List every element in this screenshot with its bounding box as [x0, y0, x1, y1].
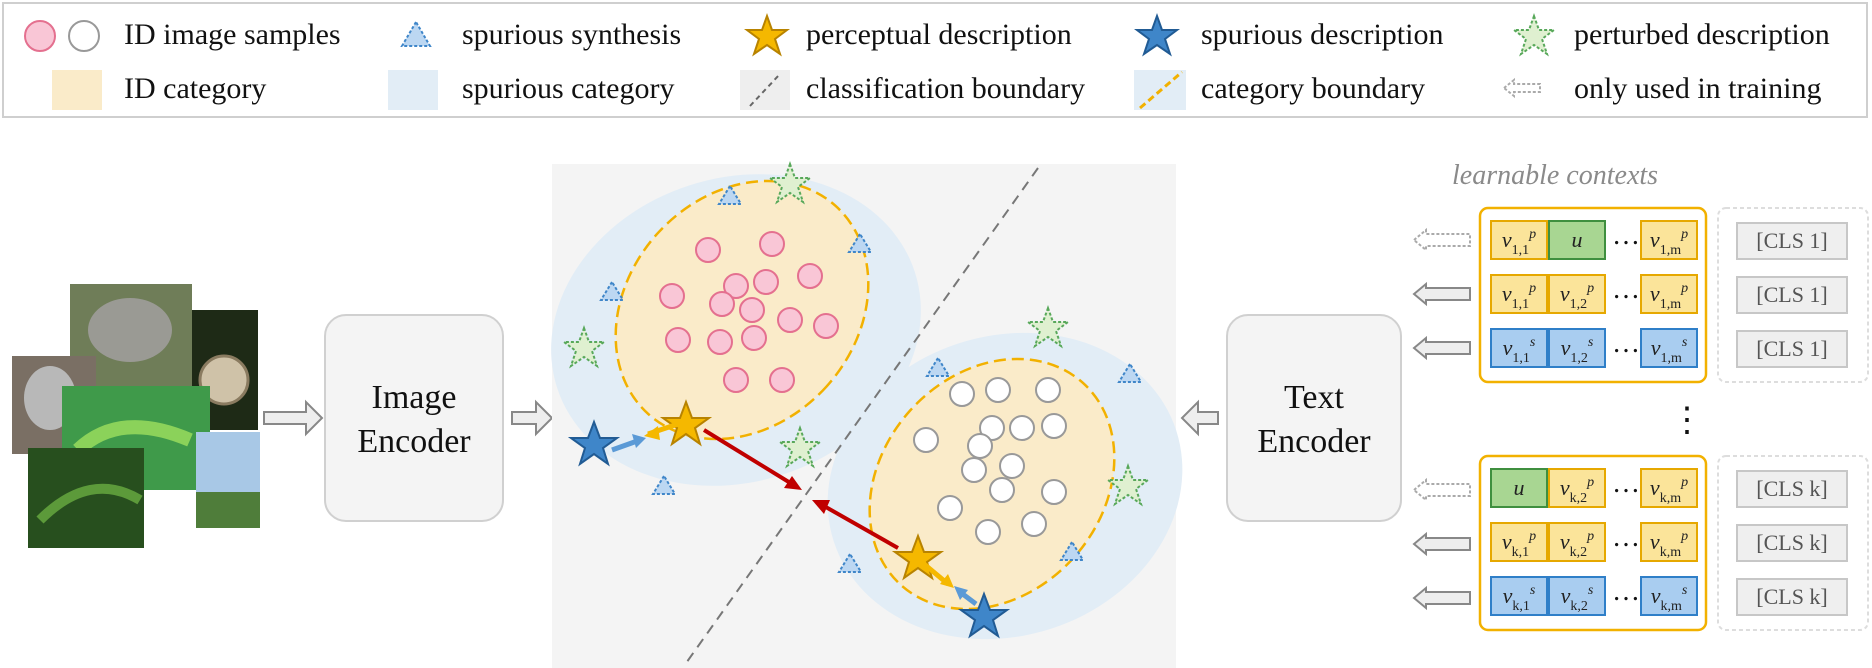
white-circle-icon	[68, 20, 100, 52]
blue-star-icon	[1134, 13, 1180, 57]
legend: ID image samples spurious synthesis perc…	[2, 2, 1868, 118]
legend-id-samples: ID image samples	[124, 18, 341, 51]
image-encoder: Image Encoder	[324, 314, 504, 522]
gold-star-icon	[744, 13, 790, 57]
context-token: v1,mp	[1640, 274, 1698, 314]
spurious-star-bottom	[957, 591, 1011, 639]
text-encoder-label-line1: Text	[1284, 379, 1344, 416]
dashed-arrow-icon	[1412, 227, 1471, 253]
perturbed-descriptions	[561, 161, 1151, 507]
cls-token: [CLS 1]	[1736, 330, 1848, 368]
spurious-context-token: vk,1s	[1490, 576, 1548, 616]
spurious-category-swatch	[388, 70, 438, 110]
dashed-arrow-icon	[1502, 77, 1541, 99]
cls-group-1	[1717, 207, 1869, 383]
context-token: v1,1p	[1490, 274, 1548, 314]
legend-perturbed-description: perturbed description	[1574, 18, 1830, 51]
image-encoder-label-line2: Encoder	[357, 423, 471, 460]
triangle-icon	[400, 20, 432, 47]
ellipsis: …	[1612, 274, 1640, 305]
hollow-arrow-icon	[1180, 399, 1219, 437]
perturbation-token: u	[1490, 468, 1548, 508]
learnable-contexts-label: learnable contexts	[1452, 160, 1659, 191]
hollow-arrow-icon	[263, 399, 324, 437]
prompt-arrows	[1412, 227, 1471, 611]
ellipsis: …	[1612, 328, 1640, 359]
spurious-star-top	[567, 419, 621, 467]
cls-token: [CLS k]	[1736, 470, 1848, 508]
legend-symbols	[24, 13, 1557, 110]
legend-perceptual-description: perceptual description	[806, 18, 1072, 51]
classification-boundary-icon	[749, 73, 781, 107]
cls-token: [CLS 1]	[1736, 276, 1848, 314]
prompt-group-1	[1478, 206, 1708, 384]
cls-token: [CLS 1]	[1736, 222, 1848, 260]
repel-arrow-bottom	[823, 504, 899, 550]
id-samples-bottom	[913, 377, 1067, 545]
ellipsis: …	[1612, 220, 1640, 251]
cls-token: [CLS k]	[1736, 524, 1848, 562]
legend-spurious-description: spurious description	[1201, 18, 1444, 51]
image-encoder-label-line1: Image	[371, 379, 457, 416]
cls-token: [CLS k]	[1736, 578, 1848, 616]
context-token: vk,1p	[1490, 522, 1548, 562]
pink-circle-icon	[24, 20, 56, 52]
vertical-ellipsis: ⋮	[1670, 402, 1704, 439]
ellipsis: …	[1612, 468, 1640, 499]
dashed-arrow-icon	[1412, 477, 1471, 503]
spurious-context-token: vk,2s	[1548, 576, 1606, 616]
spurious-syntheses	[599, 184, 1143, 573]
cls-group-k	[1717, 455, 1869, 631]
context-token: v1,mp	[1640, 220, 1698, 260]
ellipsis: …	[1612, 576, 1640, 607]
spurious-context-token: vk,ms	[1640, 576, 1698, 616]
spurious-context-token: v1,ms	[1640, 328, 1698, 368]
repel-arrow-top	[702, 428, 794, 486]
context-token: vk,2p	[1548, 468, 1606, 508]
context-token: v1,1p	[1490, 220, 1548, 260]
hollow-arrow-icon	[1412, 585, 1471, 611]
legend-category-boundary: category boundary	[1201, 72, 1426, 105]
image-samples	[12, 284, 260, 548]
text-encoder: Text Encoder	[1226, 314, 1402, 522]
green-star-icon	[1511, 13, 1557, 57]
id-samples-top	[659, 231, 839, 393]
hollow-arrow-icon	[1412, 281, 1471, 307]
context-token: vk,2p	[1548, 522, 1606, 562]
legend-classification-boundary: classification boundary	[806, 72, 1086, 105]
legend-only-used-in-training: only used in training	[1574, 72, 1822, 105]
text-encoder-label-line2: Encoder	[1257, 423, 1371, 460]
perturbation-token: u	[1548, 220, 1606, 260]
category-boundary-icon	[1139, 70, 1183, 110]
legend-spurious-synthesis: spurious synthesis	[462, 18, 682, 51]
context-token: v1,2p	[1548, 274, 1606, 314]
perceptual-star-bottom	[891, 533, 945, 581]
spurious-context-token: v1,1s	[1490, 328, 1548, 368]
prompt-group-k	[1478, 454, 1708, 632]
context-token: vk,mp	[1640, 468, 1698, 508]
legend-spurious-category: spurious category	[462, 72, 675, 105]
hollow-arrow-icon	[1412, 531, 1471, 557]
hollow-arrow-icon	[511, 399, 554, 437]
hollow-arrow-icon	[1412, 335, 1471, 361]
perceptual-star-top	[659, 399, 713, 447]
legend-id-category: ID category	[124, 72, 267, 105]
id-category-swatch	[52, 70, 102, 110]
context-token: vk,mp	[1640, 522, 1698, 562]
ellipsis: …	[1612, 522, 1640, 553]
spurious-context-token: v1,2s	[1548, 328, 1606, 368]
